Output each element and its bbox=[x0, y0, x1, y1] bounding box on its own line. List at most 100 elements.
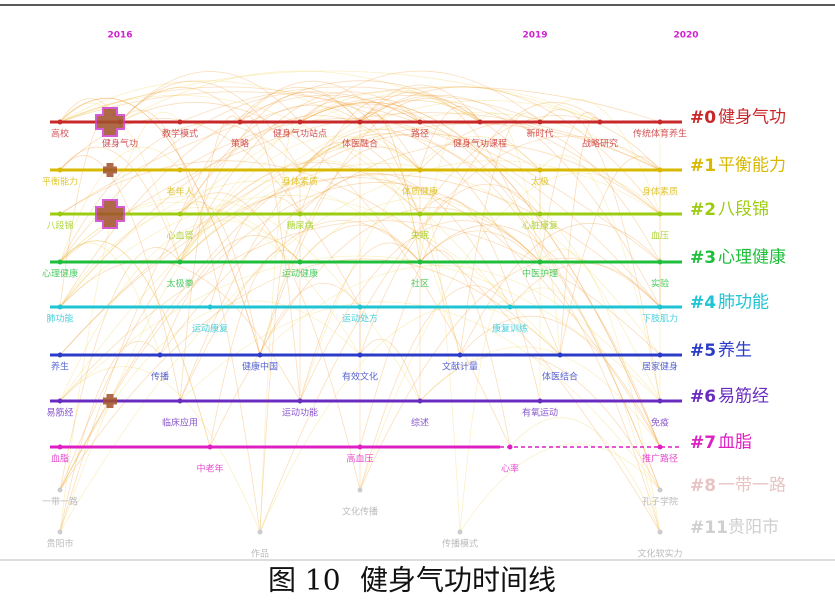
citation-arc bbox=[359, 94, 661, 308]
caption-number: 图 10 bbox=[268, 564, 341, 597]
keyword-label: 居家健身 bbox=[642, 361, 678, 373]
keyword-label: 身体素质 bbox=[282, 176, 318, 188]
citation-arc bbox=[59, 97, 261, 356]
cluster-label: 养生 bbox=[718, 341, 752, 361]
citation-arc bbox=[419, 122, 661, 263]
keyword-node bbox=[207, 444, 213, 450]
citation-arc bbox=[59, 259, 301, 402]
citation-arc bbox=[359, 257, 661, 491]
citation-arc bbox=[299, 133, 661, 491]
citation-arc bbox=[119, 80, 301, 171]
keyword-label: 传统体育养生 bbox=[633, 128, 687, 140]
keyword-label: 体质健康 bbox=[402, 186, 438, 198]
citation-arc bbox=[259, 264, 661, 402]
citation-arc bbox=[59, 123, 661, 356]
cluster-label: 一带一路 bbox=[718, 476, 786, 496]
citation-arc bbox=[419, 114, 661, 215]
citation-arc bbox=[179, 192, 361, 491]
citation-arc bbox=[59, 207, 301, 308]
cluster-id: #6 bbox=[690, 387, 716, 407]
keyword-node bbox=[57, 398, 63, 404]
keyword-node bbox=[297, 167, 303, 173]
citation-arc bbox=[59, 160, 661, 533]
keyword-label: 心血管 bbox=[166, 230, 193, 242]
keyword-node bbox=[657, 119, 663, 125]
keyword-label: 教学模式 bbox=[162, 128, 198, 140]
keyword-node bbox=[237, 119, 243, 125]
keyword-label: 心理健康 bbox=[42, 268, 78, 280]
keyword-label: 高血压 bbox=[346, 453, 373, 465]
citation-arc bbox=[479, 112, 541, 263]
citation-arc bbox=[239, 80, 421, 171]
keyword-node bbox=[417, 259, 423, 265]
citation-arc bbox=[179, 159, 421, 263]
keyword-node bbox=[657, 398, 663, 404]
citation-arc bbox=[299, 101, 661, 448]
citation-arc bbox=[359, 285, 511, 491]
keyword-label: 策略 bbox=[231, 138, 249, 150]
keyword-label: 有氧运动 bbox=[522, 407, 558, 419]
cluster-label: 八段锦 bbox=[718, 200, 769, 220]
keyword-node bbox=[177, 398, 183, 404]
cluster-label: 贵阳市 bbox=[728, 518, 779, 538]
citation-arc bbox=[159, 235, 301, 356]
citation-arc bbox=[419, 224, 661, 448]
hub-node bbox=[103, 394, 117, 408]
keyword-label: 社区 bbox=[411, 278, 429, 290]
year-label: 2020 bbox=[673, 31, 698, 41]
citation-arc bbox=[179, 118, 661, 308]
citation-arc bbox=[179, 86, 601, 215]
citation-arc bbox=[419, 197, 541, 402]
keyword-node bbox=[357, 352, 363, 358]
keyword-node bbox=[417, 398, 423, 404]
keyword-label: 临床应用 bbox=[162, 417, 198, 429]
keyword-label: 心脏康复 bbox=[522, 220, 558, 232]
keyword-node bbox=[657, 352, 663, 358]
cluster-id: #3 bbox=[690, 248, 716, 268]
citation-arc bbox=[179, 301, 661, 491]
hub-node bbox=[95, 107, 125, 137]
keyword-label: 下肢肌力 bbox=[642, 313, 678, 325]
citation-arc bbox=[239, 80, 541, 171]
citation-arc bbox=[299, 136, 541, 402]
keyword-label: 身体素质 bbox=[642, 186, 678, 198]
citation-arc bbox=[539, 112, 601, 263]
citation-arc bbox=[419, 249, 511, 448]
citation-arc bbox=[59, 80, 421, 171]
keyword-node bbox=[207, 304, 213, 310]
citation-arc bbox=[299, 128, 561, 356]
keyword-label: 血压 bbox=[651, 230, 669, 242]
citation-arc bbox=[419, 209, 461, 533]
citation-arc bbox=[359, 86, 661, 215]
citation-arc bbox=[359, 338, 421, 402]
citation-arc bbox=[299, 70, 541, 123]
citation-arc bbox=[299, 197, 541, 263]
keyword-label: 心率 bbox=[501, 463, 519, 475]
citation-arc bbox=[59, 255, 661, 402]
keyword-label: 实验 bbox=[651, 278, 669, 290]
citation-arc bbox=[299, 220, 541, 402]
keyword-label: 康复训练 bbox=[492, 323, 528, 335]
citation-arc bbox=[539, 256, 561, 356]
citation-arc bbox=[359, 84, 481, 123]
keyword-label: 综述 bbox=[411, 417, 429, 429]
cluster-id: #7 bbox=[690, 433, 716, 453]
citation-arc bbox=[209, 249, 301, 448]
citation-arc bbox=[559, 156, 661, 356]
keyword-node bbox=[57, 487, 63, 493]
citation-arc bbox=[59, 97, 261, 356]
citation-arc bbox=[359, 112, 421, 263]
citation-arc bbox=[59, 300, 361, 491]
citation-arc bbox=[59, 366, 261, 533]
cluster-id: #0 bbox=[690, 108, 716, 128]
keyword-node bbox=[57, 444, 63, 450]
keyword-label: 中老年 bbox=[196, 463, 223, 475]
keyword-label: 高校 bbox=[51, 128, 69, 140]
keyword-label: 免疫 bbox=[651, 417, 669, 429]
citation-arc bbox=[259, 97, 481, 356]
cluster-id: #5 bbox=[690, 341, 716, 361]
citation-arc bbox=[59, 240, 211, 448]
keyword-label: 文化软实力 bbox=[637, 548, 682, 560]
citation-arc bbox=[59, 118, 361, 308]
keyword-node bbox=[457, 529, 463, 535]
